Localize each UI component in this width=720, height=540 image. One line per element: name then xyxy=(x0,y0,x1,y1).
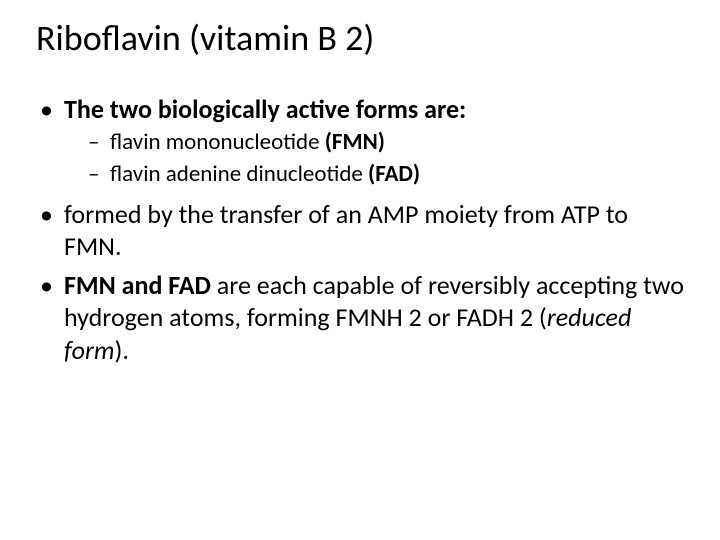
sub-2-pre: flavin adenine dinucleotide xyxy=(110,160,368,188)
sub-1-bold: (FMN) xyxy=(325,128,385,156)
bullet-3-end: ). xyxy=(114,334,128,366)
bullet-item-3: FMN and FAD are each capable of reversib… xyxy=(36,269,684,367)
sub-1-pre: flavin mononucleotide xyxy=(110,128,325,156)
slide: Riboflavin (vitamin B 2) The two biologi… xyxy=(0,0,720,540)
sub-2-bold: (FAD) xyxy=(368,160,420,188)
sub-bullet-list: flavin mononucleotide (FMN) flavin adeni… xyxy=(64,128,684,190)
bullet-list: The two biologically active forms are: f… xyxy=(36,93,684,366)
bullet-2-text: formed by the transfer of an AMP moiety … xyxy=(64,198,628,263)
bullet-item-2: formed by the transfer of an AMP moiety … xyxy=(36,198,684,263)
sub-bullet-1: flavin mononucleotide (FMN) xyxy=(88,128,684,158)
bullet-item-1: The two biologically active forms are: f… xyxy=(36,93,684,189)
sub-bullet-2: flavin adenine dinucleotide (FAD) xyxy=(88,160,684,190)
bullet-1-text: The two biologically active forms are: xyxy=(64,93,466,125)
slide-title: Riboflavin (vitamin B 2) xyxy=(36,18,684,59)
bullet-3-bold: FMN and FAD xyxy=(64,269,217,301)
